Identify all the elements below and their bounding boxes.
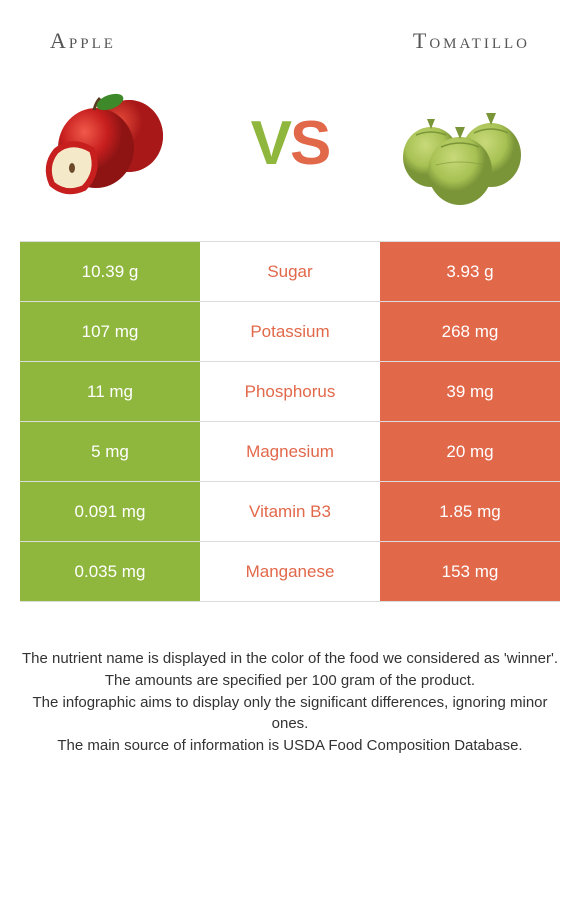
footer-line: The infographic aims to display only the… — [20, 692, 560, 736]
nutrient-name: Manganese — [200, 542, 380, 601]
nutrient-name: Potassium — [200, 302, 380, 361]
nutrient-name: Vitamin B3 — [200, 482, 380, 541]
nutrient-table: 10.39 g Sugar 3.93 g 107 mg Potassium 26… — [20, 241, 560, 602]
table-row: 10.39 g Sugar 3.93 g — [20, 242, 560, 302]
table-row: 0.035 mg Manganese 153 mg — [20, 542, 560, 602]
footer-line: The main source of information is USDA F… — [20, 735, 560, 757]
right-food-title: Tomatillo — [413, 28, 530, 54]
table-row: 107 mg Potassium 268 mg — [20, 302, 560, 362]
tomatillo-icon — [386, 79, 541, 209]
vs-row: VS — [0, 66, 580, 241]
left-value: 10.39 g — [20, 242, 200, 301]
nutrient-name: Sugar — [200, 242, 380, 301]
vs-v-letter: V — [251, 109, 290, 178]
footer-line: The amounts are specified per 100 gram o… — [20, 670, 560, 692]
right-value: 1.85 mg — [380, 482, 560, 541]
table-row: 0.091 mg Vitamin B3 1.85 mg — [20, 482, 560, 542]
nutrient-name: Magnesium — [200, 422, 380, 481]
left-value: 5 mg — [20, 422, 200, 481]
left-value: 107 mg — [20, 302, 200, 361]
right-value: 20 mg — [380, 422, 560, 481]
right-value: 39 mg — [380, 362, 560, 421]
table-row: 5 mg Magnesium 20 mg — [20, 422, 560, 482]
right-value: 268 mg — [380, 302, 560, 361]
apple-icon — [34, 76, 199, 211]
left-value: 0.035 mg — [20, 542, 200, 601]
left-value: 0.091 mg — [20, 482, 200, 541]
left-food-title: Apple — [50, 28, 116, 54]
footer-line: The nutrient name is displayed in the co… — [20, 648, 560, 670]
apple-image — [34, 76, 199, 211]
nutrient-name: Phosphorus — [200, 362, 380, 421]
header: Apple Tomatillo — [0, 0, 580, 66]
vs-s-letter: S — [290, 109, 329, 178]
tomatillo-image — [381, 76, 546, 211]
left-value: 11 mg — [20, 362, 200, 421]
right-value: 153 mg — [380, 542, 560, 601]
table-row: 11 mg Phosphorus 39 mg — [20, 362, 560, 422]
vs-label: VS — [251, 108, 330, 179]
right-value: 3.93 g — [380, 242, 560, 301]
footer-notes: The nutrient name is displayed in the co… — [0, 602, 580, 757]
